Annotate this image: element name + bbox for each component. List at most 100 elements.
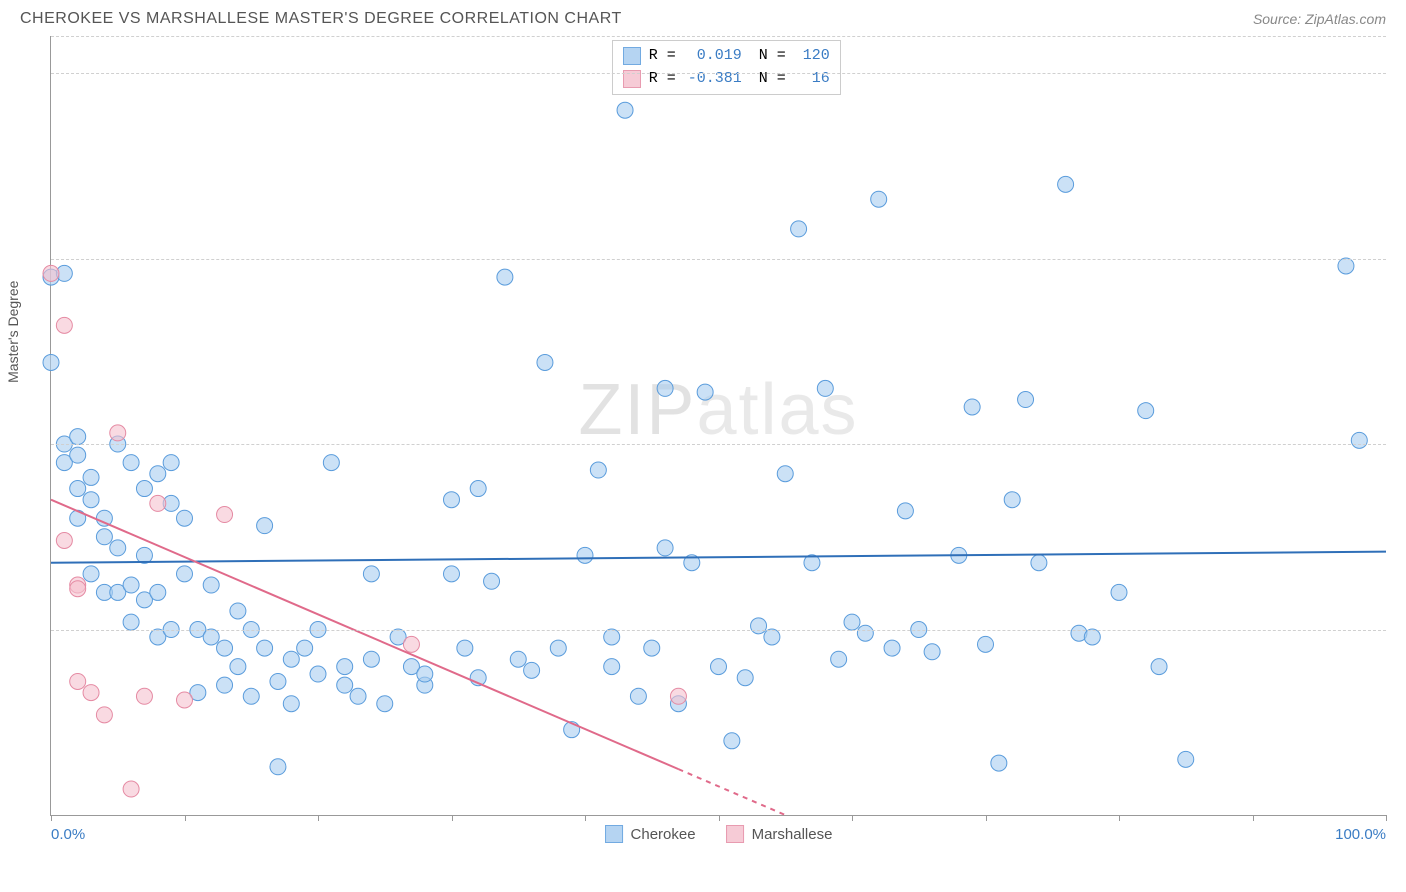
data-point <box>1111 584 1127 600</box>
data-point <box>1338 258 1354 274</box>
data-point <box>136 481 152 497</box>
grid-line <box>51 73 1386 74</box>
data-point <box>1031 555 1047 571</box>
data-point <box>270 673 286 689</box>
x-tick <box>1253 815 1254 821</box>
data-point <box>96 707 112 723</box>
data-point <box>510 651 526 667</box>
data-point <box>230 603 246 619</box>
x-tick <box>452 815 453 821</box>
data-point <box>1004 492 1020 508</box>
stats-legend-box: R =0.019 N =120R =-0.381 N =16 <box>612 40 841 95</box>
data-point <box>217 640 233 656</box>
data-point <box>484 573 500 589</box>
data-point <box>217 507 233 523</box>
data-point <box>897 503 913 519</box>
bottom-legend: Cherokee Marshallese <box>605 825 833 843</box>
data-point <box>537 354 553 370</box>
data-point <box>711 659 727 675</box>
stat-n-value: 16 <box>794 68 830 91</box>
x-tick <box>986 815 987 821</box>
data-point <box>470 481 486 497</box>
x-tick <box>852 815 853 821</box>
data-point <box>177 510 193 526</box>
x-tick <box>318 815 319 821</box>
data-point <box>657 380 673 396</box>
chart-title: CHEROKEE VS MARSHALLESE MASTER'S DEGREE … <box>20 10 622 28</box>
grid-line <box>51 444 1386 445</box>
data-point <box>83 469 99 485</box>
data-point <box>617 102 633 118</box>
grid-line <box>51 259 1386 260</box>
stat-label: R = <box>649 45 676 68</box>
data-point <box>110 540 126 556</box>
data-point <box>444 566 460 582</box>
data-point <box>978 636 994 652</box>
stat-label: N = <box>750 68 786 91</box>
data-point <box>1084 629 1100 645</box>
data-point <box>150 466 166 482</box>
data-point <box>751 618 767 634</box>
data-point <box>630 688 646 704</box>
y-axis-label: Master's Degree <box>5 280 21 382</box>
data-point <box>457 640 473 656</box>
stat-r-value: 0.019 <box>684 45 742 68</box>
data-point <box>123 577 139 593</box>
data-point <box>177 566 193 582</box>
data-point <box>110 425 126 441</box>
data-point <box>323 455 339 471</box>
data-point <box>550 640 566 656</box>
legend-label: Marshallese <box>752 826 833 843</box>
data-point <box>297 640 313 656</box>
x-tick <box>585 815 586 821</box>
data-point <box>363 651 379 667</box>
data-point <box>283 651 299 667</box>
data-point <box>1151 659 1167 675</box>
data-point <box>257 640 273 656</box>
data-point <box>70 429 86 445</box>
data-point <box>230 659 246 675</box>
data-point <box>70 673 86 689</box>
data-point <box>724 733 740 749</box>
data-point <box>844 614 860 630</box>
data-point <box>524 662 540 678</box>
x-axis-min-label: 0.0% <box>51 826 85 843</box>
data-point <box>257 518 273 534</box>
data-point <box>497 269 513 285</box>
data-point <box>737 670 753 686</box>
data-point <box>83 566 99 582</box>
stat-label: N = <box>750 45 786 68</box>
data-point <box>123 614 139 630</box>
data-point <box>310 666 326 682</box>
legend-label: Cherokee <box>631 826 696 843</box>
stats-row: R =-0.381 N =16 <box>623 68 830 91</box>
data-point <box>123 781 139 797</box>
data-point <box>1138 403 1154 419</box>
data-point <box>283 696 299 712</box>
data-point <box>444 492 460 508</box>
legend-item: Cherokee <box>605 825 696 843</box>
data-point <box>377 696 393 712</box>
regression-line-dashed <box>678 769 785 815</box>
legend-swatch <box>726 825 744 843</box>
data-point <box>203 629 219 645</box>
stats-row: R =0.019 N =120 <box>623 45 830 68</box>
chart-source: Source: ZipAtlas.com <box>1253 11 1386 27</box>
data-point <box>243 688 259 704</box>
data-point <box>697 384 713 400</box>
data-point <box>70 481 86 497</box>
stat-label: R = <box>649 68 676 91</box>
data-point <box>83 685 99 701</box>
x-tick <box>719 815 720 821</box>
data-point <box>964 399 980 415</box>
x-tick <box>1386 815 1387 821</box>
x-tick <box>1119 815 1120 821</box>
data-point <box>590 462 606 478</box>
data-point <box>337 659 353 675</box>
data-point <box>604 659 620 675</box>
data-point <box>884 640 900 656</box>
regression-line <box>51 500 678 769</box>
data-point <box>417 666 433 682</box>
data-point <box>644 640 660 656</box>
data-point <box>150 495 166 511</box>
